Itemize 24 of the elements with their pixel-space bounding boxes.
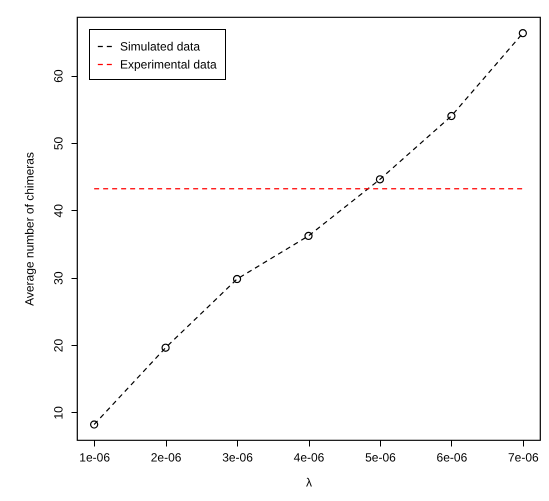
point — [518, 29, 527, 38]
legend-label: Experimental data — [120, 58, 218, 72]
y-tick-label: 10 — [52, 406, 66, 420]
legend-label: Simulated data — [120, 40, 200, 54]
y-tick-label: 40 — [52, 204, 66, 218]
point — [90, 420, 98, 429]
point — [304, 232, 313, 240]
point — [376, 175, 384, 184]
point — [161, 344, 170, 352]
x-tick-label: 5e-06 — [365, 450, 396, 464]
y-tick-label: 60 — [52, 69, 66, 83]
x-tick-label: 3e-06 — [222, 450, 254, 464]
point — [232, 274, 242, 284]
point — [447, 112, 456, 120]
x-tick-label: 1e-06 — [79, 450, 110, 464]
y-axis-title: Average number of chimeras — [22, 152, 36, 306]
y-tick-label: 20 — [52, 338, 66, 352]
x-axis-title: λ — [306, 476, 312, 490]
y-tick-label: 50 — [52, 136, 66, 150]
x-tick-label: 7e-06 — [508, 450, 540, 464]
y-tick-label: 30 — [52, 271, 66, 285]
x-tick-label: 6e-06 — [436, 450, 468, 464]
x-tick-label: 2e-06 — [150, 450, 182, 464]
x-tick-label: 4e-06 — [294, 450, 325, 464]
